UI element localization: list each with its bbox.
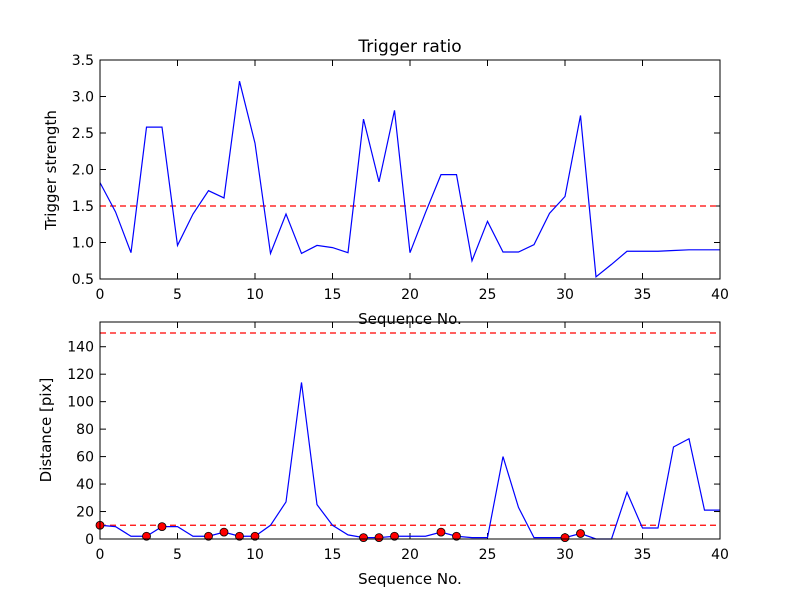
y-tick-label: 1.5 — [72, 199, 94, 215]
y-tick-label: 120 — [67, 367, 94, 383]
trigger-ratio-panel: Trigger ratio Sequence No. Trigger stren… — [42, 37, 729, 328]
x-tick-label: 40 — [711, 547, 729, 563]
x-axis-label: Sequence No. — [358, 310, 462, 328]
y-tick-label: 60 — [76, 450, 94, 466]
x-tick-label: 10 — [246, 287, 264, 303]
y-tick-label: 40 — [76, 477, 94, 493]
x-tick-label: 5 — [173, 547, 182, 563]
x-tick-label: 15 — [324, 287, 342, 303]
x-tick-label: 10 — [246, 547, 264, 563]
y-axis-label: Trigger strength — [42, 110, 60, 231]
axis-ticks: 0 5 10 15 20 25 30 35 40 0 20 40 60 80 100 120 140 — [67, 322, 729, 563]
x-tick-label: 15 — [324, 547, 342, 563]
distance-panel: Sequence No. Distance [pix] 0 5 10 15 20 25 30… — [37, 321, 729, 588]
data-point-marker — [436, 527, 446, 537]
x-tick-label: 0 — [96, 547, 105, 563]
data-point-marker — [576, 529, 585, 538]
y-tick-label: 1.0 — [72, 236, 94, 252]
data-point-marker — [250, 531, 260, 541]
chart-title: Trigger ratio — [357, 37, 461, 57]
x-tick-label: 5 — [173, 287, 182, 303]
x-tick-label: 20 — [401, 287, 419, 303]
data-point-marker — [157, 522, 167, 532]
x-tick-label: 35 — [634, 287, 652, 303]
y-tick-label: 0.5 — [72, 272, 94, 288]
data-point-marker — [390, 531, 399, 541]
x-tick-label: 30 — [556, 287, 574, 303]
y-tick-label: 2.0 — [72, 163, 94, 179]
data-point-marker — [142, 531, 151, 541]
x-tick-label: 0 — [96, 287, 105, 303]
x-axis-label: Sequence No. — [358, 570, 462, 588]
x-tick-label: 25 — [479, 287, 497, 303]
plot-area — [95, 332, 720, 543]
series-line — [99, 81, 720, 278]
data-point-marker — [560, 533, 570, 543]
y-axis-label: Distance [pix] — [37, 378, 55, 483]
x-tick-label: 20 — [401, 547, 419, 563]
x-tick-label: 35 — [634, 547, 652, 563]
y-tick-label: 3.0 — [72, 90, 94, 106]
y-tick-label: 0 — [85, 532, 94, 548]
data-point-marker — [219, 527, 229, 537]
x-tick-label: 40 — [711, 287, 729, 303]
plot-area — [99, 81, 720, 278]
y-tick-label: 140 — [67, 340, 94, 356]
series-line — [99, 382, 720, 540]
y-tick-label: 80 — [76, 422, 94, 438]
data-point-marker — [235, 531, 244, 541]
plot-frame — [99, 321, 721, 540]
axis-ticks: 0 5 10 15 20 25 30 35 40 0.5 1.0 1.5 2.0 2.5 3.0 3.5 — [72, 53, 729, 303]
plot-frame — [99, 59, 721, 280]
y-tick-label: 100 — [67, 395, 94, 411]
x-tick-label: 25 — [479, 547, 497, 563]
data-point-marker — [204, 531, 213, 541]
data-point-marker — [452, 531, 461, 541]
data-point-marker — [359, 533, 368, 543]
y-tick-label: 20 — [76, 505, 94, 521]
y-tick-label: 3.5 — [72, 53, 94, 69]
y-tick-label: 2.5 — [72, 126, 94, 142]
x-tick-label: 30 — [556, 547, 574, 563]
data-point-marker — [374, 533, 384, 543]
